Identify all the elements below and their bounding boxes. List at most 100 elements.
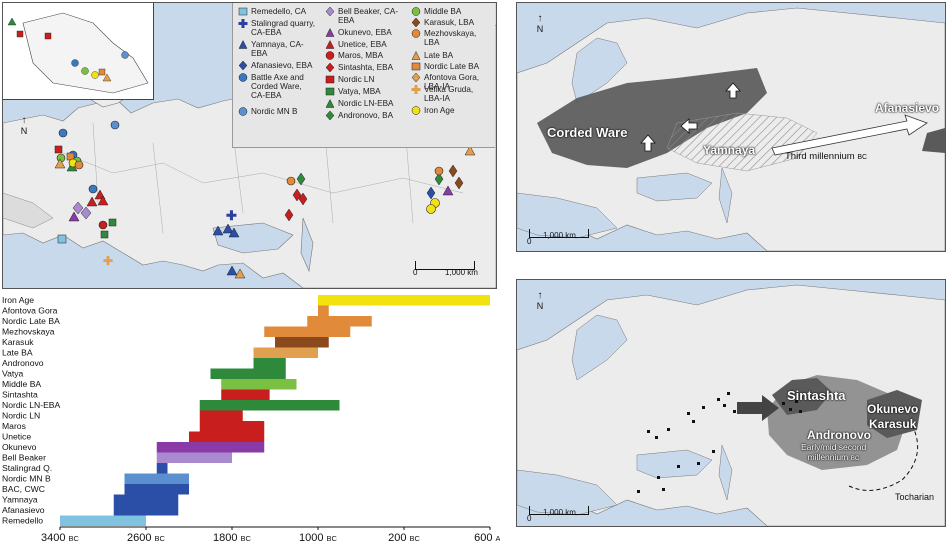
legend-symbol-cross	[238, 19, 248, 28]
legend-item: Nordic LN-EBA	[325, 99, 394, 108]
timeline-bar	[318, 305, 329, 316]
timeline-row-label: Unetice	[2, 432, 31, 442]
spread-arrow	[725, 82, 741, 99]
legend-label: Maros, MBA	[338, 51, 384, 60]
timeline-bar	[124, 484, 189, 495]
marker-karasuk	[448, 164, 458, 178]
legend-item: Nordic Late BA	[411, 62, 479, 71]
marker-yamnaya	[212, 225, 224, 236]
timeline-row-label: Afontova Gora	[2, 306, 58, 316]
marker-unetice	[86, 196, 98, 207]
timeline-row-label: Nordic Late BA	[2, 316, 60, 326]
legend-item: Nordic LN	[325, 75, 374, 84]
legend-symbol-square	[411, 62, 421, 71]
inset-marker-nordic-ln	[44, 32, 52, 40]
timeline-row-label: Afanasievo	[2, 505, 45, 515]
marker-corded-ware	[58, 128, 68, 138]
marker-mezhovskaya	[434, 166, 444, 176]
marker-remedello	[57, 234, 67, 244]
timeline-row-label: Mezhovskaya	[2, 327, 55, 337]
timeline-row-label: Karasuk	[2, 337, 34, 347]
legend-symbol-square	[325, 87, 335, 96]
marker-nordic-ln	[54, 145, 63, 154]
legend-item: Okunevo, EBA	[325, 28, 392, 37]
legend-symbol-diamond	[325, 63, 335, 72]
legend-label: Mezhovskaya, LBA	[424, 29, 477, 47]
legend-symbol-diamond	[411, 73, 421, 82]
scale-zero-label: 0	[527, 237, 532, 246]
tocharian-route	[846, 424, 919, 491]
legend-item: Late BA	[411, 51, 453, 60]
legend-item: Remedello, CA	[238, 7, 306, 16]
north-arrow: ↑ N	[536, 290, 544, 311]
timeline-bar	[318, 295, 490, 306]
inset-marker-nordic-mn-b	[121, 51, 129, 59]
timeline-bar	[210, 368, 286, 379]
timeline-bar	[199, 410, 243, 421]
legend-item: Andronovo, BA	[325, 111, 393, 120]
scale-bar	[415, 261, 475, 270]
legend-label: Remedello, CA	[251, 7, 307, 16]
label-karasuk: Karasuk	[869, 417, 917, 431]
legend-symbol-square	[325, 75, 335, 84]
legend-item: Karasuk, LBA	[411, 18, 474, 27]
map-tr-land	[517, 7, 945, 251]
legend-symbol-circle	[411, 7, 421, 16]
marker-mezhovskaya	[286, 176, 296, 186]
legend-label: Nordic LN	[338, 75, 375, 84]
legend-label: Nordic LN-EBA	[338, 99, 394, 108]
yamnaya-area	[666, 112, 818, 172]
legend-label: Sintashta, EBA	[338, 63, 394, 72]
legend-label: Okunevo, EBA	[338, 28, 392, 37]
marker-sintashta	[284, 208, 294, 222]
scale-distance-label: 1,000 km	[445, 268, 478, 277]
legend-symbol-triangle	[411, 51, 421, 60]
inset-marker-nordic-ln	[16, 30, 24, 38]
markers-central-europe: ✚	[57, 158, 117, 268]
legend-symbol-triangle	[325, 28, 335, 37]
legend-label: Middle BA	[424, 7, 462, 16]
legend-item: Maros, MBA	[325, 51, 383, 60]
legend-label: Iron Age	[424, 106, 455, 115]
legend-symbol-circle	[411, 29, 421, 38]
timeline-tick-label: 1000 BC	[299, 532, 338, 544]
legend-label: Bell Beaker, CA- EBA	[338, 7, 399, 25]
timeline-bar	[221, 389, 270, 400]
map-legend: Remedello, CA Stalingrad quarry, CA-EBA Ya…	[232, 3, 495, 148]
legend-label: Battle Axe and Corded Ware, CA-EBA	[251, 73, 304, 100]
sintashta-arrow	[737, 395, 779, 421]
legend-label: Nordic MN B	[251, 107, 298, 116]
spread-arrow	[640, 134, 656, 152]
marker-stalingrad: ✚	[226, 208, 237, 223]
marker-iron-age	[426, 204, 436, 214]
legend-item: Bell Beaker, CA- EBA	[325, 7, 398, 25]
scale-bar	[529, 229, 589, 238]
legend-symbol-diamond	[325, 111, 335, 120]
marker-vatya	[100, 230, 109, 239]
afanasievo-migration-arrow	[771, 114, 928, 156]
label-sintashta: Sintashta	[787, 388, 846, 403]
legend-symbol-circle	[238, 73, 248, 82]
marker-yamnaya	[222, 223, 234, 234]
marker-late-ba	[54, 158, 66, 169]
legend-symbol-circle	[411, 106, 421, 115]
marker-vatya	[108, 218, 117, 227]
timeline-tick-label: 3400 BC	[41, 532, 80, 544]
marker-mezhovskaya	[74, 160, 84, 170]
timeline-row-label: Late BA	[2, 348, 33, 358]
legend-item: Battle Axe and Corded Ware, CA-EBA	[238, 73, 304, 100]
marker-yamnaya	[228, 227, 240, 238]
timeline-bar	[113, 494, 179, 505]
sample-markers: ✚ ✚	[54, 120, 476, 279]
timeline-bar	[113, 505, 179, 516]
legend-item: Vatya, MBA	[325, 87, 381, 96]
marker-velika-gruda: ✚	[103, 254, 113, 268]
legend-symbol-triangle	[325, 40, 335, 49]
sample-dots	[637, 392, 802, 493]
expansion-map-third-millennium: Corded Ware Yamnaya Afanasievo Third mil…	[516, 2, 946, 252]
scale-zero-label: 0	[413, 268, 418, 277]
label-third-millennium: Third millennium BC	[785, 151, 868, 162]
legend-label: Andronovo, BA	[338, 111, 394, 120]
expansion-map-second-millennium: Sintashta Okunevo Karasuk Andronovo Earl…	[516, 279, 946, 527]
